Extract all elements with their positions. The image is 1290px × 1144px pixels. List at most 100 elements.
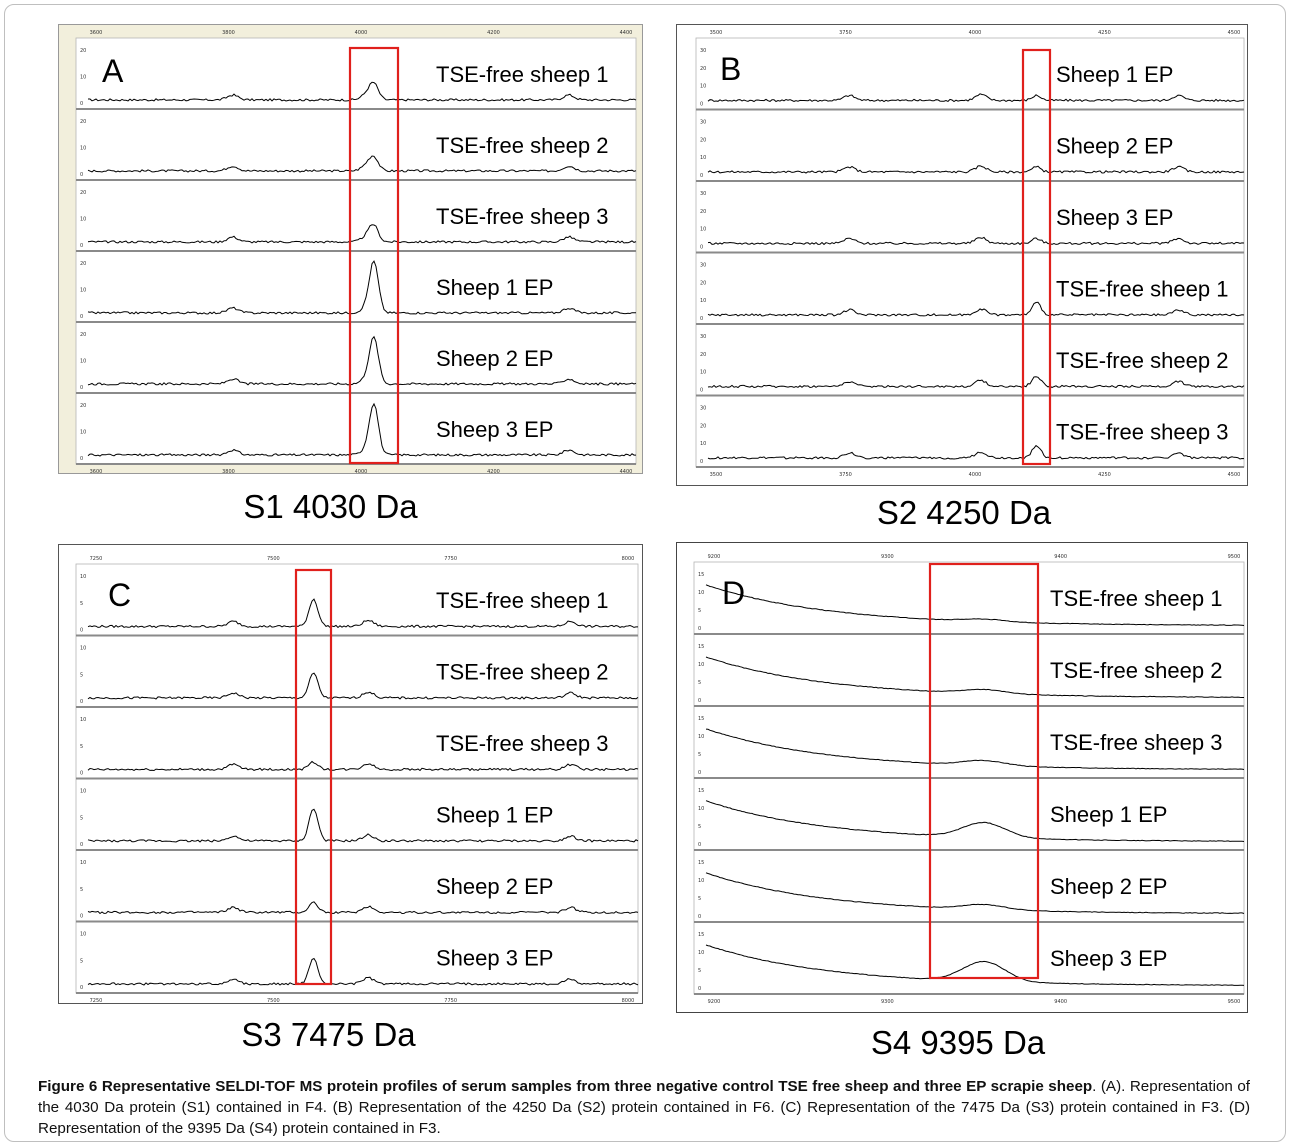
x-tick-label-bottom: 3800 [222,469,235,474]
x-tick-label-top: 9200 [708,554,721,560]
row-label: Sheep 1 EP [1056,62,1173,87]
y-tick-label: 0 [80,914,83,920]
y-tick-label: 30 [700,48,706,54]
row-label: TSE-free sheep 3 [436,731,608,756]
y-tick-label: 10 [80,932,86,938]
y-tick-label: 0 [80,985,83,991]
y-tick-label: 10 [700,298,706,304]
row-label: TSE-free sheep 2 [436,660,608,685]
x-tick-label-top: 7500 [267,556,280,562]
y-tick-label: 30 [700,334,706,340]
spectrum-trace [87,760,639,772]
y-tick-label: 10 [80,789,86,795]
row-label: TSE-free sheep 3 [436,204,608,229]
y-tick-label: 10 [80,75,86,81]
highlight-box [928,562,1040,980]
spectrum-trace [87,155,637,173]
row-label: Sheep 1 EP [436,803,553,828]
spectrum-trace [87,224,637,244]
spectrum-trace [707,301,1245,317]
y-tick-label: 0 [700,173,703,179]
x-tick-label-top: 4000 [969,30,982,36]
spectrum-trace [87,598,638,629]
panel-letter: C [108,577,131,613]
y-tick-label: 20 [80,332,86,338]
row-label: Sheep 2 EP [436,874,553,899]
spectrum-trace [87,335,637,386]
y-tick-label: 0 [80,314,83,320]
spectrum-trace [707,93,1245,103]
y-tick-label: 20 [700,209,706,215]
y-tick-label: 0 [700,316,703,322]
y-tick-label: 5 [698,896,701,902]
y-tick-label: 20 [80,48,86,54]
x-tick-label-top: 3800 [222,30,235,36]
y-tick-label: 0 [700,459,703,465]
y-tick-label: 5 [80,744,83,750]
y-tick-label: 30 [700,406,706,412]
row-label: Sheep 2 EP [1056,134,1173,159]
panel-d: 9200 9200 9300 9300 9400 9400 9500 9500 15 10 5 0 TS… [676,542,1248,1062]
row-label: TSE-free sheep 2 [436,133,608,158]
x-tick-label-bottom: 3500 [710,472,723,478]
row-label: TSE-free sheep 3 [1056,420,1228,445]
y-tick-label: 10 [80,860,86,866]
x-tick-label-top: 4400 [620,30,633,36]
x-tick-label-bottom: 9200 [708,999,721,1005]
spectrum-trace [88,81,637,102]
y-tick-label: 15 [698,644,704,650]
y-tick-label: 20 [80,403,86,409]
row-label: Sheep 2 EP [436,346,553,371]
y-tick-label: 10 [80,646,86,652]
y-tick-label: 0 [80,385,83,391]
panel-c-caption: S3 7475 Da [241,1016,416,1053]
spectrum-trace [705,872,1245,914]
row-label: TSE-free sheep 1 [436,588,608,613]
spectrum-trace [707,444,1245,460]
y-tick-label: 30 [700,263,706,269]
spectrum-trace [705,656,1244,698]
x-tick-label-bottom: 4500 [1228,472,1241,478]
row-label: Sheep 1 EP [436,275,553,300]
x-tick-label-top: 4250 [1098,30,1111,36]
x-tick-label-bottom: 9500 [1228,999,1241,1005]
x-tick-label-bottom: 7500 [267,998,280,1004]
y-tick-label: 10 [80,717,86,723]
row-label: Sheep 3 EP [436,946,553,971]
figure-label: Figure 6 [38,1078,98,1095]
y-tick-label: 10 [80,359,86,365]
y-tick-label: 5 [80,672,83,678]
y-tick-label: 20 [700,352,706,358]
highlight-box [1021,48,1052,466]
panel-d-caption: S4 9395 Da [870,1024,1046,1061]
row-label: TSE-free sheep 2 [1056,348,1228,373]
y-tick-label: 5 [698,968,701,974]
y-tick-label: 5 [80,815,83,821]
y-tick-label: 30 [700,191,706,197]
y-tick-label: 15 [698,572,704,578]
row-label: Sheep 1 EP [1050,802,1167,827]
x-tick-label-top: 9500 [1228,554,1241,560]
x-tick-label-bottom: 4000 [355,469,368,474]
row-label: TSE-free sheep 2 [1050,658,1222,683]
spectrum-trace [87,957,639,986]
y-tick-label: 10 [698,734,704,740]
y-tick-label: 10 [700,370,706,376]
x-tick-label-top: 3500 [710,30,723,36]
y-tick-label: 0 [80,172,83,178]
highlight-box [348,46,400,465]
y-tick-label: 0 [698,914,701,920]
x-tick-label-top: 7750 [444,556,457,562]
y-tick-label: 20 [80,119,86,125]
row-label: TSE-free sheep 3 [1050,730,1222,755]
y-tick-label: 0 [80,628,83,634]
figure-frame [4,4,1286,1142]
y-tick-label: 0 [80,101,83,107]
y-tick-label: 15 [698,932,704,938]
y-tick-label: 5 [698,824,701,830]
spectrum-trace [705,944,1245,986]
row-label: TSE-free sheep 1 [1050,586,1222,611]
x-tick-label-bottom: 9400 [1054,999,1067,1005]
y-tick-label: 15 [698,716,704,722]
row-label: TSE-free sheep 1 [1056,277,1228,302]
